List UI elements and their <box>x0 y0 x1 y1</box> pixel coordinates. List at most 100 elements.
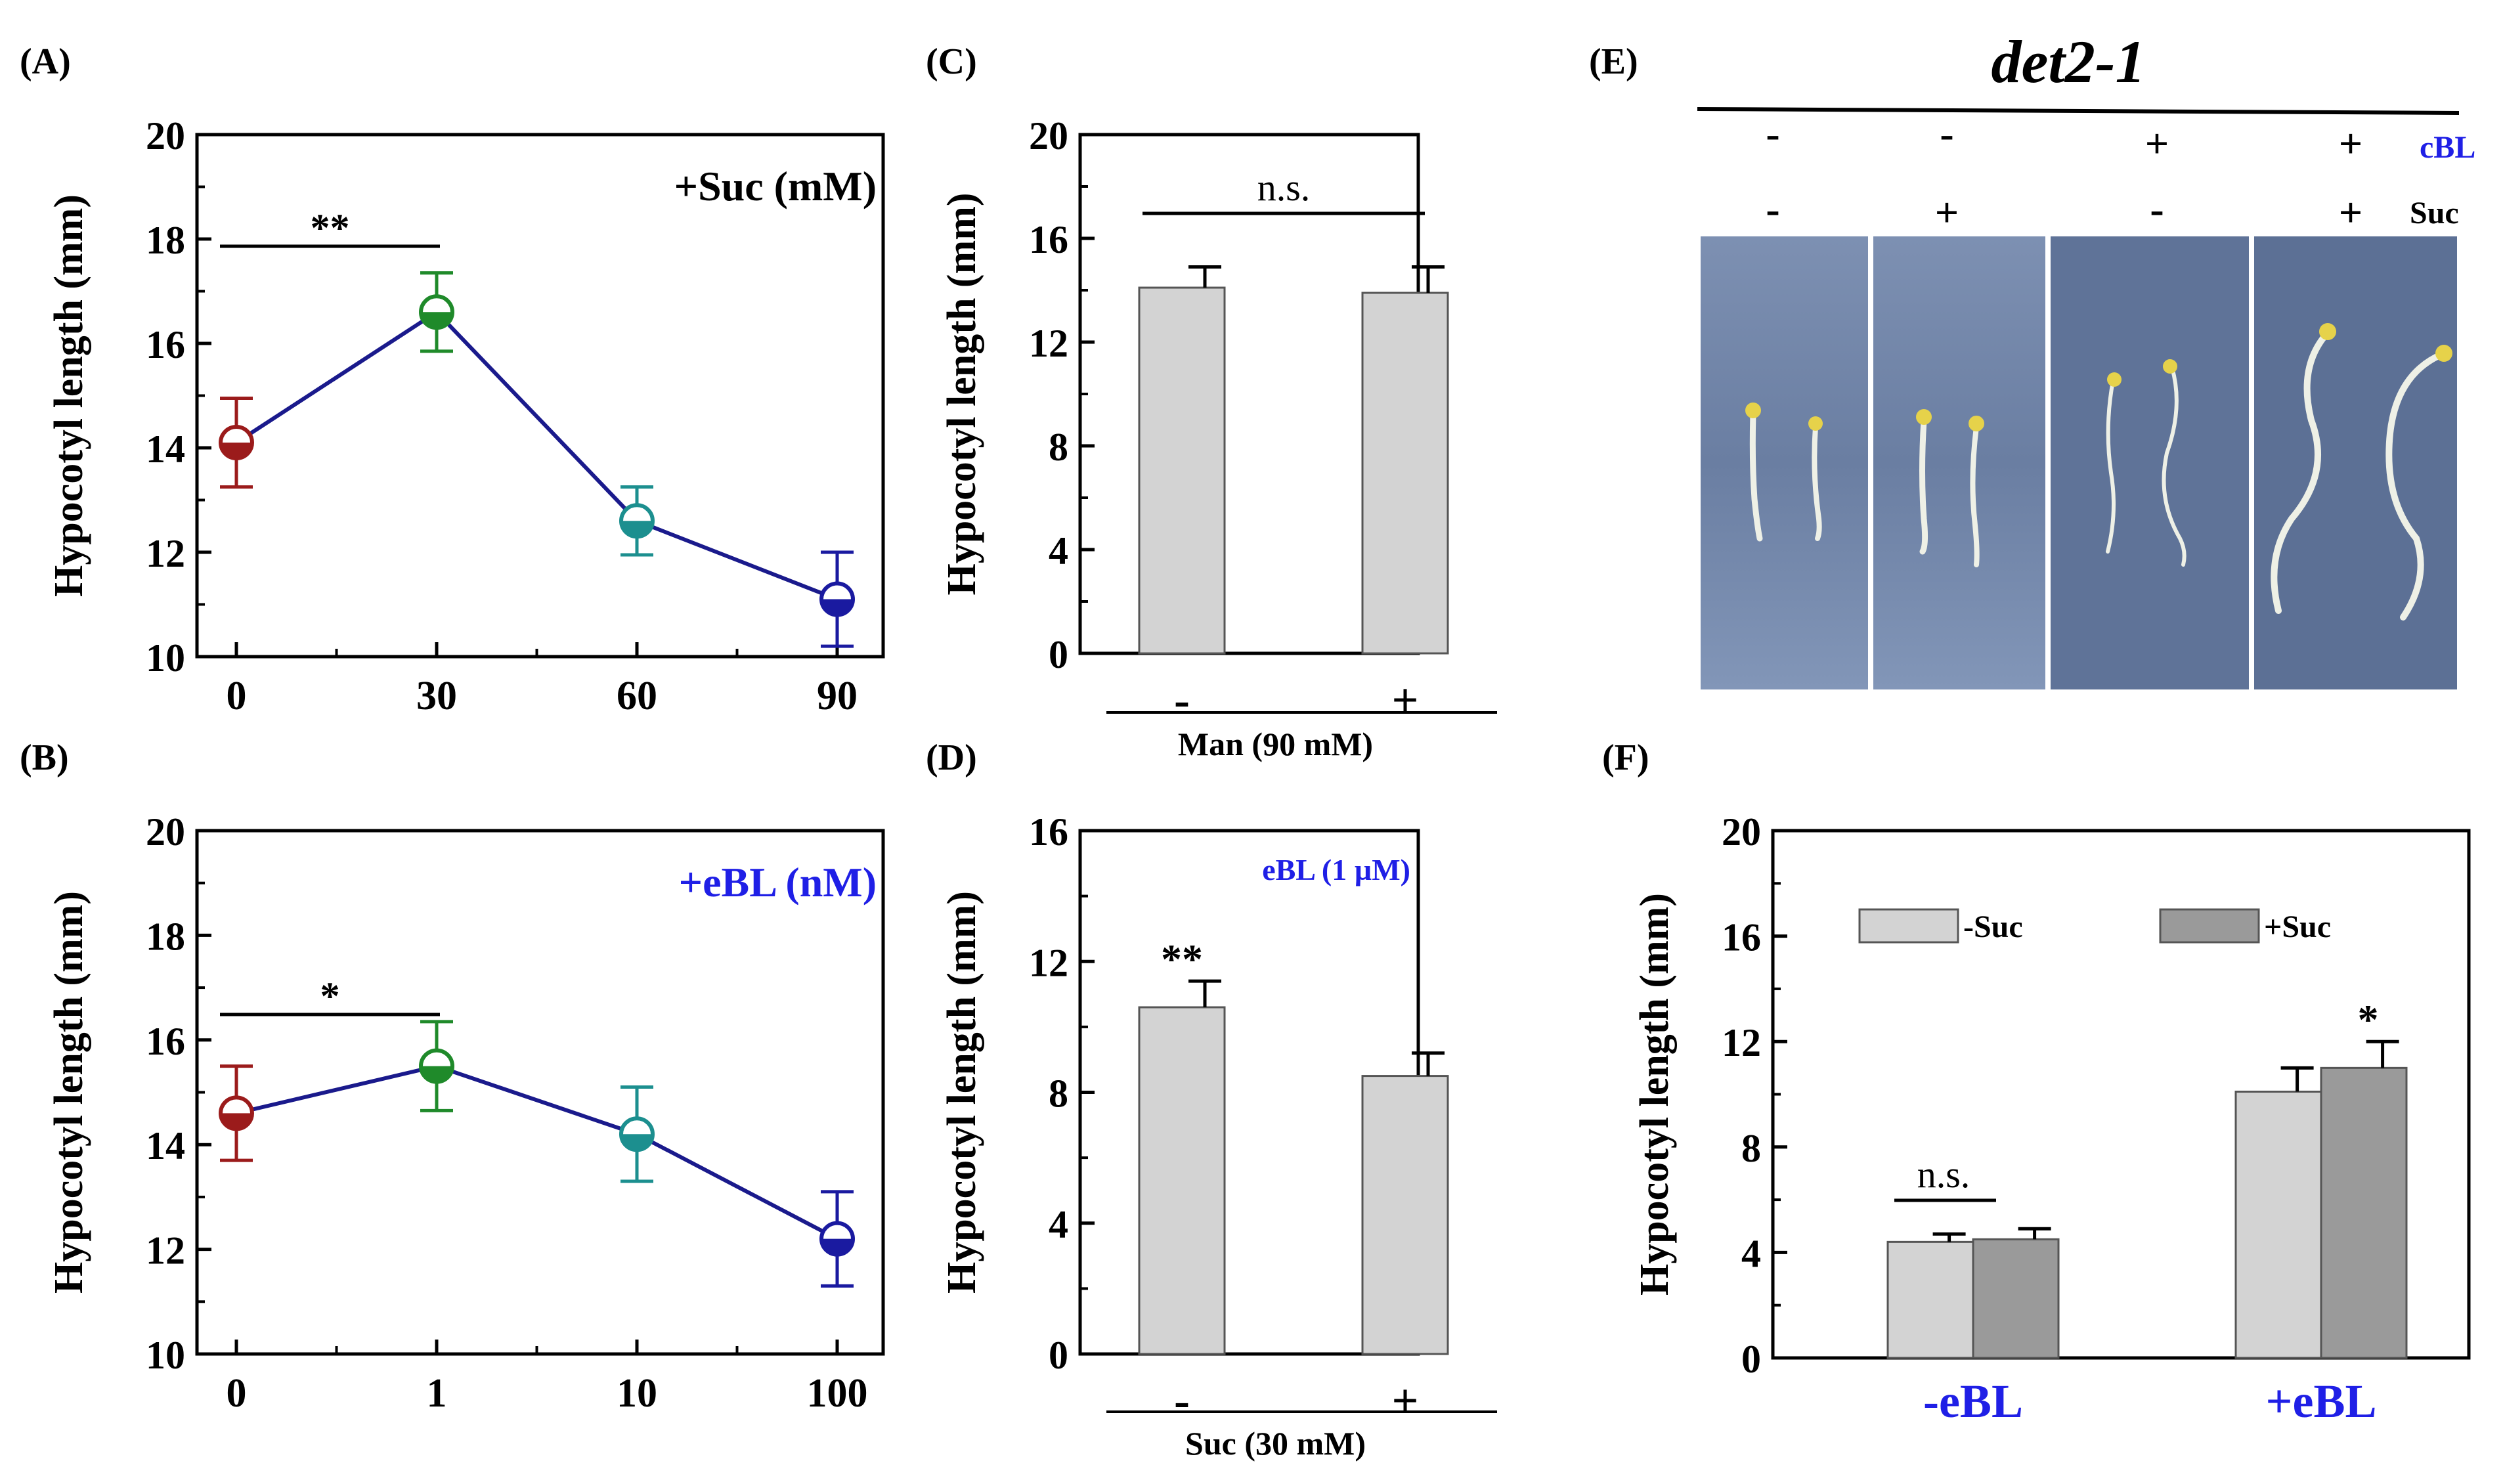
data-point-fill <box>421 312 452 328</box>
suc-row-sign-1: - <box>1766 186 1779 232</box>
x-tick-label: 1 <box>427 1371 447 1416</box>
x-tick-label: 90 <box>817 674 858 718</box>
chart-panel-b: 10 12 14 16 18 20 Hypocotyl length (mm) 0 1 10 100… <box>47 810 885 1416</box>
x-tick-label: - <box>1174 674 1190 726</box>
y-tick-label: 20 <box>146 810 185 854</box>
y-tick-label: 8 <box>1049 1072 1068 1116</box>
y-tick-label: 16 <box>146 323 185 366</box>
bar <box>1138 1006 1226 1355</box>
y-tick-label: 18 <box>146 915 185 958</box>
plot-frame <box>195 829 885 1356</box>
bar-significance-label: * <box>2358 996 2379 1043</box>
bar <box>1361 1075 1449 1355</box>
seedlings <box>1749 332 2445 621</box>
legend-swatch <box>1858 908 1959 944</box>
y-tick-label: 10 <box>146 636 185 680</box>
y-tick-label: 12 <box>1722 1021 1761 1064</box>
suc-row-sign-4: + <box>2339 189 2362 236</box>
genotype-title: det2-1 <box>1991 28 2145 95</box>
data-point-fill <box>621 521 653 537</box>
y-tick-label: 0 <box>1741 1338 1761 1381</box>
suc-row-label: Suc <box>2410 196 2459 230</box>
ebl-row-sign-4: + <box>2339 120 2362 167</box>
x-tick-label: 30 <box>416 674 457 718</box>
significance-label: ** <box>311 206 350 250</box>
data-point-fill <box>821 599 853 615</box>
plate-photo-1 <box>1701 236 1868 689</box>
y-tick-label: 12 <box>1029 941 1068 984</box>
significance-label: n.s. <box>1917 1153 1970 1196</box>
y-tick-label: 20 <box>1029 114 1068 158</box>
bar <box>1886 1240 1974 1359</box>
bar <box>2320 1066 2408 1359</box>
x-tick-label: -eBL <box>1923 1375 2023 1428</box>
y-tick-label: 12 <box>1029 322 1068 365</box>
panel-label-c: (C) <box>926 41 977 82</box>
y-axis-label: Hypocotyl length (mm) <box>47 194 91 597</box>
condition-annotation: eBL (1 µM) <box>1262 853 1410 886</box>
y-tick-label: 14 <box>146 1124 185 1168</box>
x-tick-label: +eBL <box>2265 1375 2376 1428</box>
y-tick-label: 16 <box>1029 810 1068 854</box>
y-axis-label: Hypocotyl length (mm) <box>940 891 984 1294</box>
x-axis-label: Man (90 mM) <box>1178 726 1373 762</box>
x-tick-label: + <box>1391 674 1418 726</box>
bar <box>1972 1238 2060 1359</box>
data-point-fill <box>421 1066 452 1082</box>
significance-label: n.s. <box>1257 166 1311 209</box>
chart-panel-a: 10 12 14 16 18 20 Hypocotyl length (mm) 0 30 60 90… <box>47 114 885 718</box>
plate-photo-4 <box>2254 236 2457 689</box>
y-tick-label: 16 <box>1722 916 1761 959</box>
panel-label-f: (F) <box>1602 737 1649 778</box>
x-tick-label: 0 <box>227 674 247 718</box>
y-tick-label: 4 <box>1741 1232 1761 1275</box>
y-tick-label: 14 <box>146 427 185 471</box>
legend-swatch <box>2159 908 2260 944</box>
y-tick-label: 4 <box>1049 529 1068 573</box>
series-line <box>235 309 838 601</box>
x-axis-label: Suc (30 mM) <box>1185 1425 1366 1462</box>
y-tick-label: 12 <box>146 1229 185 1273</box>
condition-annotation: +eBL (nM) <box>679 859 877 906</box>
data-point-fill <box>621 1134 653 1150</box>
ebl-row-sign-2: - <box>1940 110 1953 157</box>
seedling-photo-panel: det2-1 - - + + cBL - + - + Suc <box>1697 28 2475 689</box>
x-tick-label: + <box>1391 1374 1418 1427</box>
suc-row-sign-2: + <box>1935 189 1959 236</box>
y-tick-label: 0 <box>1049 633 1068 676</box>
ebl-row-sign-1: - <box>1766 110 1779 157</box>
y-tick-label: 16 <box>146 1020 185 1063</box>
ebl-row-label: cBL <box>2420 130 2475 165</box>
panel-label-a: (A) <box>20 41 71 82</box>
plate-photo-3 <box>2051 236 2249 689</box>
condition-annotation: +Suc (mM) <box>674 163 877 209</box>
ebl-row-sign-3: + <box>2145 120 2169 167</box>
legend-label: -Suc <box>1963 909 2023 944</box>
x-tick-label: 10 <box>617 1371 657 1416</box>
bar-significance-label: ** <box>1161 936 1203 982</box>
chart-panel-d: 0 4 8 12 16 Hypocotyl length (mm) - ** + Suc (30 … <box>940 810 1497 1462</box>
y-tick-label: 4 <box>1049 1203 1068 1246</box>
x-tick-label: - <box>1174 1374 1190 1427</box>
cotyledons <box>1745 323 2452 431</box>
chart-panel-c: 0 4 8 12 16 20 Hypocotyl length (mm) - + Man (90 … <box>940 114 1497 762</box>
chart-panel-f: 0 4 8 12 16 20 Hypocotyl length (mm) -eBL +eBL n.… <box>1632 810 2471 1428</box>
genotype-title-rule <box>1697 107 2460 115</box>
bar <box>1361 292 1449 655</box>
y-tick-label: 10 <box>146 1334 185 1377</box>
x-tick-label: 0 <box>227 1371 247 1416</box>
data-point-fill <box>221 1113 252 1129</box>
y-tick-label: 20 <box>1722 810 1761 854</box>
y-tick-label: 20 <box>146 114 185 158</box>
y-tick-label: 0 <box>1049 1334 1068 1377</box>
bar <box>1138 286 1226 655</box>
panel-label-e: (E) <box>1589 41 1638 82</box>
y-tick-label: 12 <box>146 532 185 575</box>
plate-photo-2 <box>1873 236 2045 689</box>
bar <box>2234 1090 2322 1359</box>
panel-label-d: (D) <box>926 737 977 778</box>
series-line <box>236 1064 838 1241</box>
y-tick-label: 8 <box>1049 426 1068 469</box>
x-tick-label: 60 <box>617 674 657 718</box>
